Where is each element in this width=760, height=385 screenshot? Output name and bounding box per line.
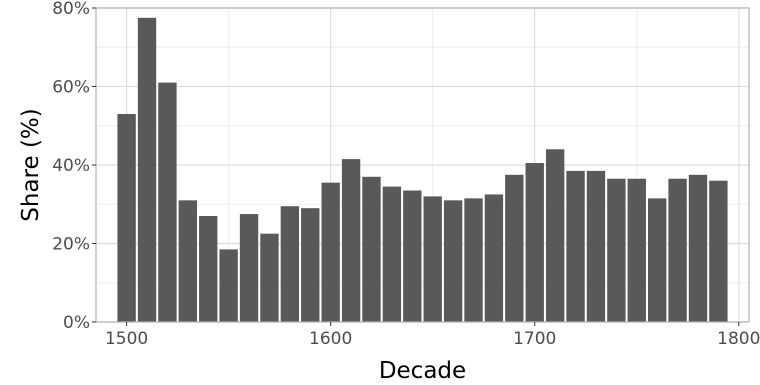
y-axis-title: Share (%) bbox=[18, 108, 44, 221]
bar-1630 bbox=[382, 186, 402, 322]
bar-1500 bbox=[117, 113, 136, 322]
bar-1740 bbox=[607, 178, 626, 322]
y-tick-label: 80% bbox=[52, 0, 90, 19]
bar-1680 bbox=[484, 194, 504, 322]
bar-1550 bbox=[219, 249, 238, 322]
x-axis-ticks: 1500 1600 1700 1800 bbox=[105, 322, 760, 349]
bar-1780 bbox=[688, 174, 708, 322]
y-tick-label: 20% bbox=[52, 235, 90, 255]
bar-1610 bbox=[341, 159, 361, 322]
bar-1660 bbox=[443, 200, 463, 322]
y-axis-ticks: 0% 20% 40% 60% 80% bbox=[52, 0, 96, 333]
bar-1790 bbox=[709, 180, 728, 322]
y-tick-label: 0% bbox=[63, 313, 90, 333]
bar-1510 bbox=[137, 17, 157, 322]
bar-1770 bbox=[668, 178, 687, 322]
x-tick-label: 1500 bbox=[105, 329, 148, 349]
bar-1590 bbox=[301, 208, 320, 322]
bar-1560 bbox=[239, 214, 259, 322]
x-axis-title: Decade bbox=[379, 358, 466, 384]
bar-1570 bbox=[260, 233, 279, 322]
bar-1580 bbox=[280, 206, 300, 322]
bar-1690 bbox=[505, 174, 524, 322]
bar-1650 bbox=[423, 196, 442, 322]
x-tick-label: 1600 bbox=[309, 329, 352, 349]
bar-1720 bbox=[566, 170, 585, 322]
bar-1640 bbox=[403, 190, 422, 322]
bar-1730 bbox=[586, 170, 606, 322]
y-tick-label: 60% bbox=[52, 78, 90, 98]
bar-1750 bbox=[627, 178, 646, 322]
bar-1620 bbox=[362, 176, 381, 322]
bar-1700 bbox=[525, 163, 544, 322]
bar-1520 bbox=[158, 82, 177, 322]
bars bbox=[117, 17, 728, 322]
bar-1530 bbox=[178, 200, 198, 322]
bar-1600 bbox=[321, 182, 340, 322]
bar-1540 bbox=[199, 216, 218, 322]
bar-1710 bbox=[545, 149, 565, 322]
x-tick-label: 1800 bbox=[717, 329, 760, 349]
bar-1760 bbox=[647, 198, 667, 322]
x-tick-label: 1700 bbox=[513, 329, 556, 349]
bar-1670 bbox=[464, 198, 483, 322]
y-tick-label: 40% bbox=[52, 156, 90, 176]
